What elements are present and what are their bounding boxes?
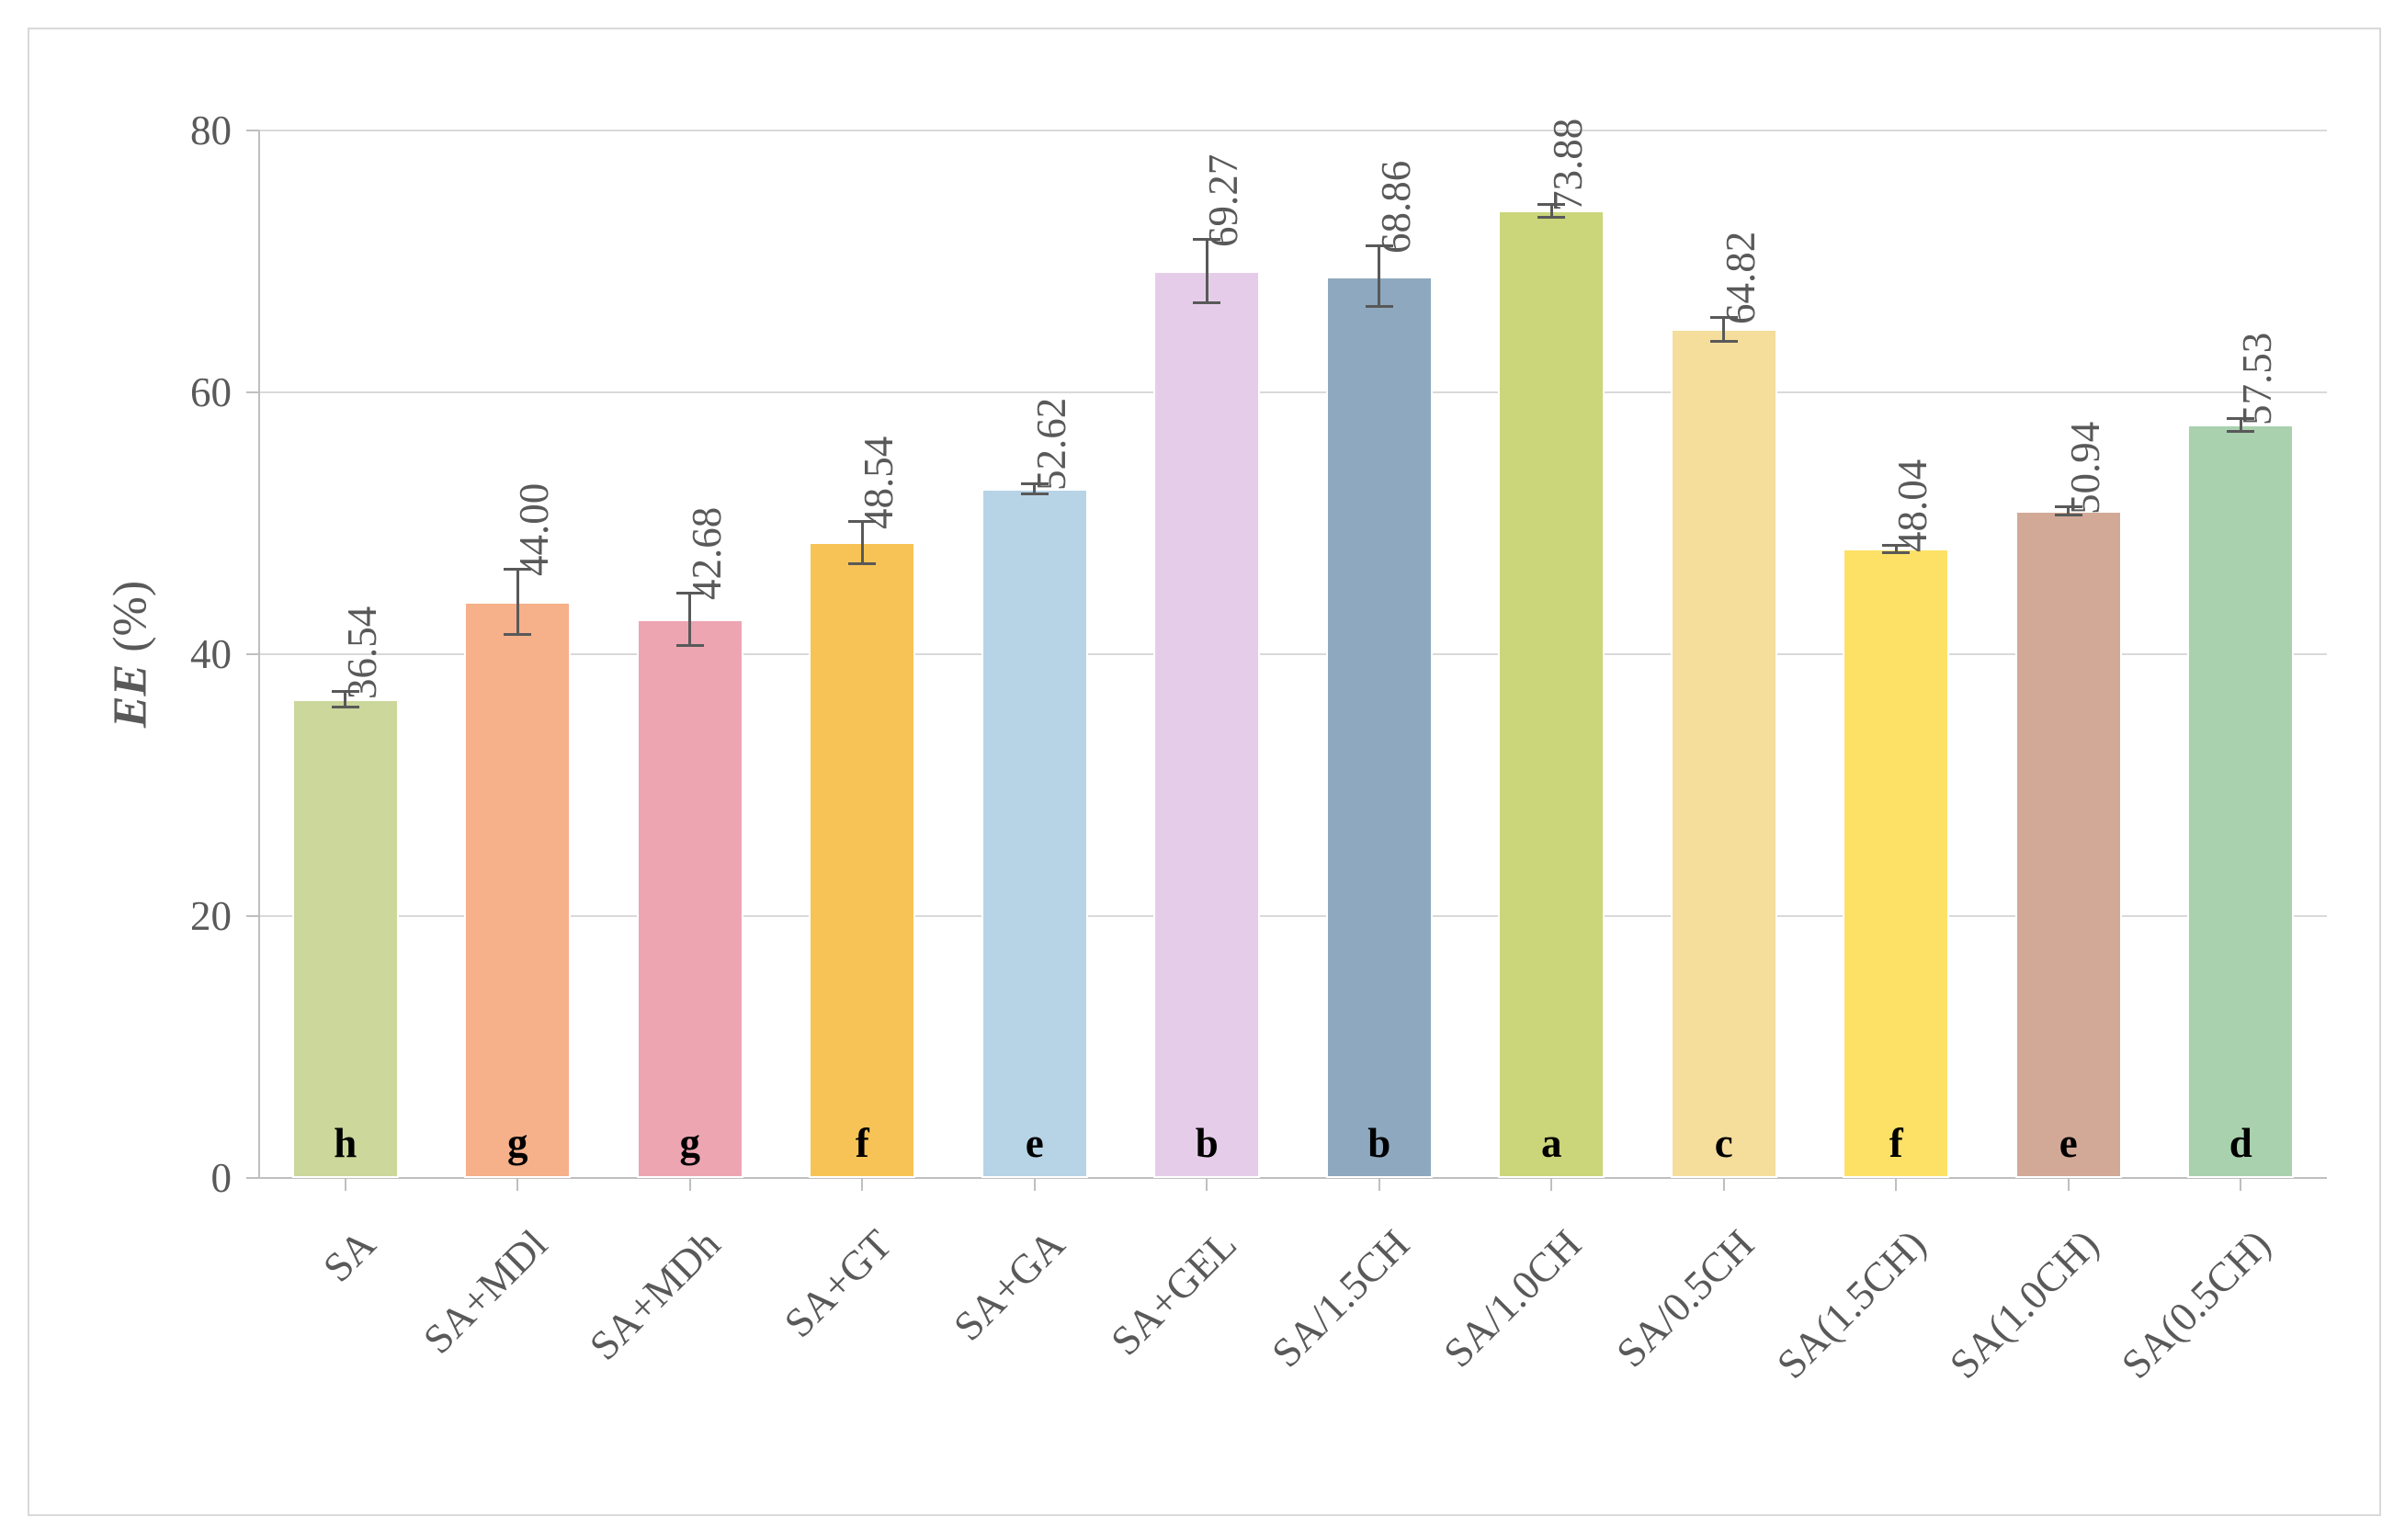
bar: c bbox=[1671, 329, 1777, 1178]
value-label: 52.62 bbox=[1027, 398, 1075, 491]
significance-letter: b bbox=[1155, 1119, 1258, 1167]
y-tick bbox=[246, 1177, 259, 1179]
value-label: 36.54 bbox=[338, 606, 386, 699]
value-label: 50.94 bbox=[2061, 422, 2109, 515]
y-tick-label: 60 bbox=[190, 368, 232, 416]
category-label: SA+MDh bbox=[580, 1220, 730, 1370]
bar: g bbox=[637, 619, 743, 1178]
error-bar bbox=[1206, 240, 1208, 302]
significance-letter: b bbox=[1328, 1119, 1431, 1167]
value-label: 48.04 bbox=[1889, 459, 1936, 552]
error-cap bbox=[1537, 216, 1565, 219]
significance-letter: a bbox=[1500, 1119, 1603, 1167]
gridline bbox=[259, 391, 2327, 393]
value-label: 42.68 bbox=[683, 507, 731, 600]
category-label: SA+GT bbox=[775, 1220, 902, 1347]
error-cap bbox=[676, 644, 704, 647]
value-label: 68.86 bbox=[1372, 161, 1420, 254]
x-tick bbox=[516, 1178, 518, 1191]
bar: g bbox=[464, 602, 571, 1178]
x-tick bbox=[345, 1178, 346, 1191]
error-bar bbox=[516, 569, 519, 634]
bar: d bbox=[2187, 425, 2294, 1178]
bar: b bbox=[1326, 277, 1433, 1178]
x-tick bbox=[1550, 1178, 1552, 1191]
error-cap bbox=[1193, 301, 1220, 304]
x-tick bbox=[861, 1178, 863, 1191]
significance-letter: g bbox=[639, 1119, 742, 1167]
bar: b bbox=[1153, 271, 1260, 1178]
category-label: SA(0.5CH) bbox=[2112, 1220, 2280, 1388]
y-tick-label: 20 bbox=[190, 892, 232, 940]
bar: f bbox=[1843, 549, 1949, 1178]
y-tick bbox=[246, 391, 259, 393]
category-label: SA/0.5CH bbox=[1606, 1220, 1763, 1376]
x-tick bbox=[2240, 1178, 2241, 1191]
error-cap bbox=[2227, 430, 2254, 433]
x-tick bbox=[1206, 1178, 1208, 1191]
y-tick bbox=[246, 915, 259, 917]
category-label: SA(1.5CH) bbox=[1767, 1220, 1935, 1388]
category-label: SA+GA bbox=[944, 1220, 1073, 1350]
value-label: 44.00 bbox=[510, 483, 558, 576]
plot-area: 020406080h36.54SAg44.00SA+MDlg42.68SA+MD… bbox=[259, 130, 2327, 1178]
error-cap bbox=[504, 633, 531, 636]
y-tick bbox=[246, 653, 259, 655]
x-tick bbox=[1895, 1178, 1897, 1191]
chart-frame: 0 20 40 60 80 h 36.54 SA g 44.00 SA+MDl g 42.68 SA+MD… bbox=[28, 28, 2381, 1516]
significance-letter: f bbox=[811, 1119, 913, 1167]
significance-letter: g bbox=[466, 1119, 569, 1167]
category-label: SA+MDl bbox=[414, 1220, 558, 1364]
y-tick bbox=[246, 130, 259, 131]
error-cap bbox=[848, 562, 876, 565]
bar: e bbox=[2015, 511, 2122, 1178]
bar: e bbox=[981, 489, 1088, 1178]
error-cap bbox=[1021, 493, 1049, 495]
x-tick bbox=[2068, 1178, 2070, 1191]
category-label: SA/1.0CH bbox=[1435, 1220, 1591, 1376]
significance-letter: e bbox=[983, 1119, 1086, 1167]
value-label: 69.27 bbox=[1199, 153, 1247, 246]
x-tick bbox=[1378, 1178, 1380, 1191]
y-tick-label: 40 bbox=[190, 630, 232, 678]
y-axis-line bbox=[258, 130, 260, 1178]
significance-letter: d bbox=[2189, 1119, 2292, 1167]
bar: a bbox=[1498, 210, 1605, 1178]
error-bar bbox=[1378, 246, 1380, 307]
value-label: 64.82 bbox=[1717, 232, 1764, 324]
error-cap bbox=[1710, 340, 1738, 343]
error-bar bbox=[688, 593, 691, 645]
category-label: SA+GEL bbox=[1102, 1220, 1246, 1364]
significance-letter: h bbox=[294, 1119, 397, 1167]
error-cap bbox=[1366, 305, 1393, 308]
bar: f bbox=[809, 542, 915, 1178]
significance-letter: e bbox=[2017, 1119, 2120, 1167]
y-tick-label: 0 bbox=[211, 1154, 233, 1202]
x-tick bbox=[1723, 1178, 1725, 1191]
x-tick bbox=[689, 1178, 691, 1191]
y-axis-label: EE (%) bbox=[104, 581, 158, 728]
value-label: 73.88 bbox=[1544, 119, 1592, 211]
significance-letter: c bbox=[1673, 1119, 1775, 1167]
gridline bbox=[259, 130, 2327, 131]
x-tick bbox=[1034, 1178, 1036, 1191]
value-label: 57.53 bbox=[2233, 333, 2281, 425]
category-label: SA(1.0CH) bbox=[1940, 1220, 2108, 1388]
significance-letter: f bbox=[1844, 1119, 1947, 1167]
error-cap bbox=[332, 706, 359, 708]
y-tick-label: 80 bbox=[190, 107, 232, 154]
bar: h bbox=[292, 699, 399, 1178]
category-label: SA/1.5CH bbox=[1262, 1220, 1418, 1376]
value-label: 48.54 bbox=[855, 436, 902, 528]
category-label: SA bbox=[313, 1220, 384, 1291]
